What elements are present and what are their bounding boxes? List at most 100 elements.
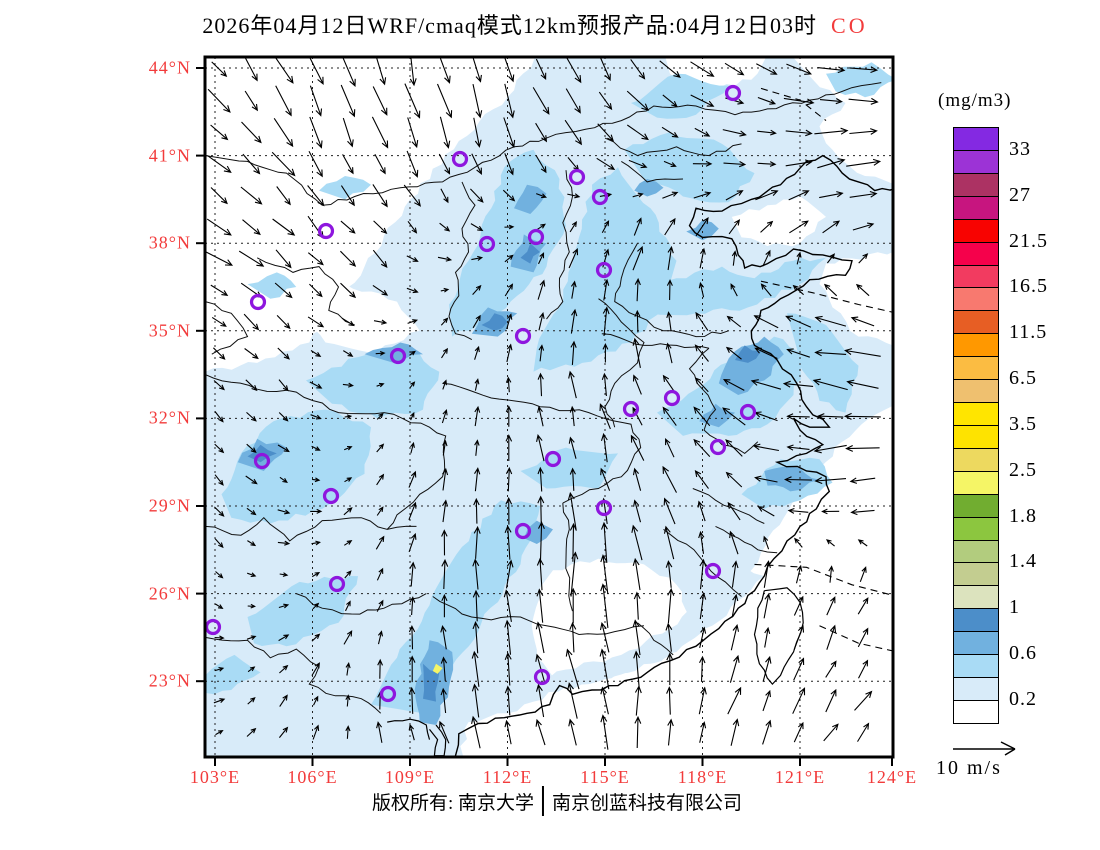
wind-arrow: [699, 626, 707, 649]
wind-arrow: [504, 719, 512, 745]
wind-arrow: [279, 694, 288, 707]
wind-arrow: [372, 86, 388, 116]
wind-arrow: [731, 560, 739, 588]
wind-arrow: [626, 124, 649, 141]
wind-arrow: [371, 116, 389, 149]
wind-arrow: [567, 193, 581, 199]
province-border: [205, 82, 882, 206]
wind-arrow: [570, 551, 579, 597]
wind-arrow: [601, 372, 608, 397]
wind-arrow: [407, 117, 419, 149]
wind-arrow: [244, 57, 258, 82]
wind-arrow: [819, 98, 843, 105]
wind-arrow: [857, 627, 869, 648]
wind-arrow: [214, 538, 224, 549]
wind-arrow: [763, 560, 771, 588]
wind-arrow: [632, 557, 641, 591]
wind-arrow: [340, 84, 356, 118]
wind-arrow: [311, 662, 320, 676]
wind-arrow: [310, 414, 322, 420]
wind-arrow: [278, 412, 289, 422]
wind-arrow: [247, 572, 257, 578]
city-marker: [451, 150, 469, 168]
wind-arrow: [343, 350, 354, 357]
wind-arrow: [278, 726, 289, 738]
shading-region: [731, 196, 826, 247]
wind-arrow: [210, 284, 229, 296]
wind-arrow: [376, 473, 385, 486]
wind-arrow: [699, 721, 707, 743]
wind-arrow: [311, 571, 321, 578]
wind-arrow: [569, 621, 577, 653]
city-marker: [253, 452, 271, 470]
wind-arrow: [307, 316, 325, 328]
wind-arrow: [754, 475, 778, 483]
title-pollutant: CO: [831, 13, 868, 38]
wind-arrow: [793, 657, 805, 681]
wind-arrow: [345, 725, 351, 739]
wind-arrow: [372, 249, 388, 269]
wind-arrow: [441, 529, 448, 556]
wind-arrow: [693, 191, 712, 199]
wind-arrow: [246, 727, 257, 737]
wind-arrow: [725, 439, 743, 457]
legend-value: 16.5: [1009, 275, 1048, 298]
wind-arrow: [278, 603, 290, 609]
wind-arrow: [782, 380, 814, 388]
shading-region: [460, 405, 893, 757]
wind-arrow: [442, 379, 447, 390]
wind-arrow: [666, 279, 673, 301]
wind-arrow: [632, 337, 641, 369]
wind-arrow: [404, 83, 421, 119]
wind-arrow: [214, 506, 225, 517]
wind-arrow: [536, 193, 548, 199]
province-border: [598, 298, 645, 428]
wind-arrow: [665, 622, 673, 652]
wind-arrow: [632, 619, 641, 656]
wind-arrow: [823, 723, 839, 742]
wind-arrow: [437, 256, 453, 262]
wind-arrow: [723, 161, 747, 168]
shading-region: [520, 447, 618, 489]
wind-arrow: [408, 532, 417, 553]
wind-arrow: [535, 122, 548, 143]
wind-arrow: [600, 554, 609, 594]
wind-arrow: [342, 154, 354, 175]
wind-arrow: [843, 412, 881, 420]
wind-arrow: [569, 587, 577, 624]
wind-arrow: [695, 311, 709, 331]
wind-arrow: [694, 127, 711, 137]
wind-arrow: [503, 57, 515, 83]
city-marker: [704, 562, 722, 580]
wind-arrow: [439, 116, 451, 149]
wind-arrow: [311, 633, 321, 642]
legend-value: 1: [1009, 596, 1020, 619]
wind-arrow: [504, 283, 514, 297]
wind-arrow: [472, 57, 482, 83]
legend-swatch: [953, 447, 999, 472]
wind-arrow: [504, 224, 515, 230]
legend-value: 11.5: [1009, 321, 1048, 344]
wind-arrow: [662, 406, 677, 426]
wind-arrow: [403, 184, 421, 207]
wind-arrow: [242, 153, 261, 175]
wind-arrow: [279, 476, 288, 484]
shading-region: [432, 663, 443, 674]
wind-arrow: [214, 666, 225, 672]
wind-arrow: [408, 625, 416, 650]
wind-arrow: [442, 439, 448, 456]
wind-arrow: [341, 317, 355, 327]
wind-arrow: [787, 507, 809, 514]
lon-label: 121°E: [774, 767, 826, 787]
wind-arrow: [694, 344, 709, 362]
wind-arrow: [849, 128, 878, 135]
lon-label: 118°E: [677, 767, 728, 787]
wind-arrow: [599, 403, 611, 430]
lat-label: 41°N: [148, 145, 191, 166]
wind-arrow: [409, 350, 416, 356]
wind-arrow: [344, 570, 352, 579]
province-border: [448, 181, 476, 341]
shading-region: [471, 567, 765, 711]
wind-arrow: [662, 191, 679, 199]
wind-arrow: [789, 220, 809, 234]
